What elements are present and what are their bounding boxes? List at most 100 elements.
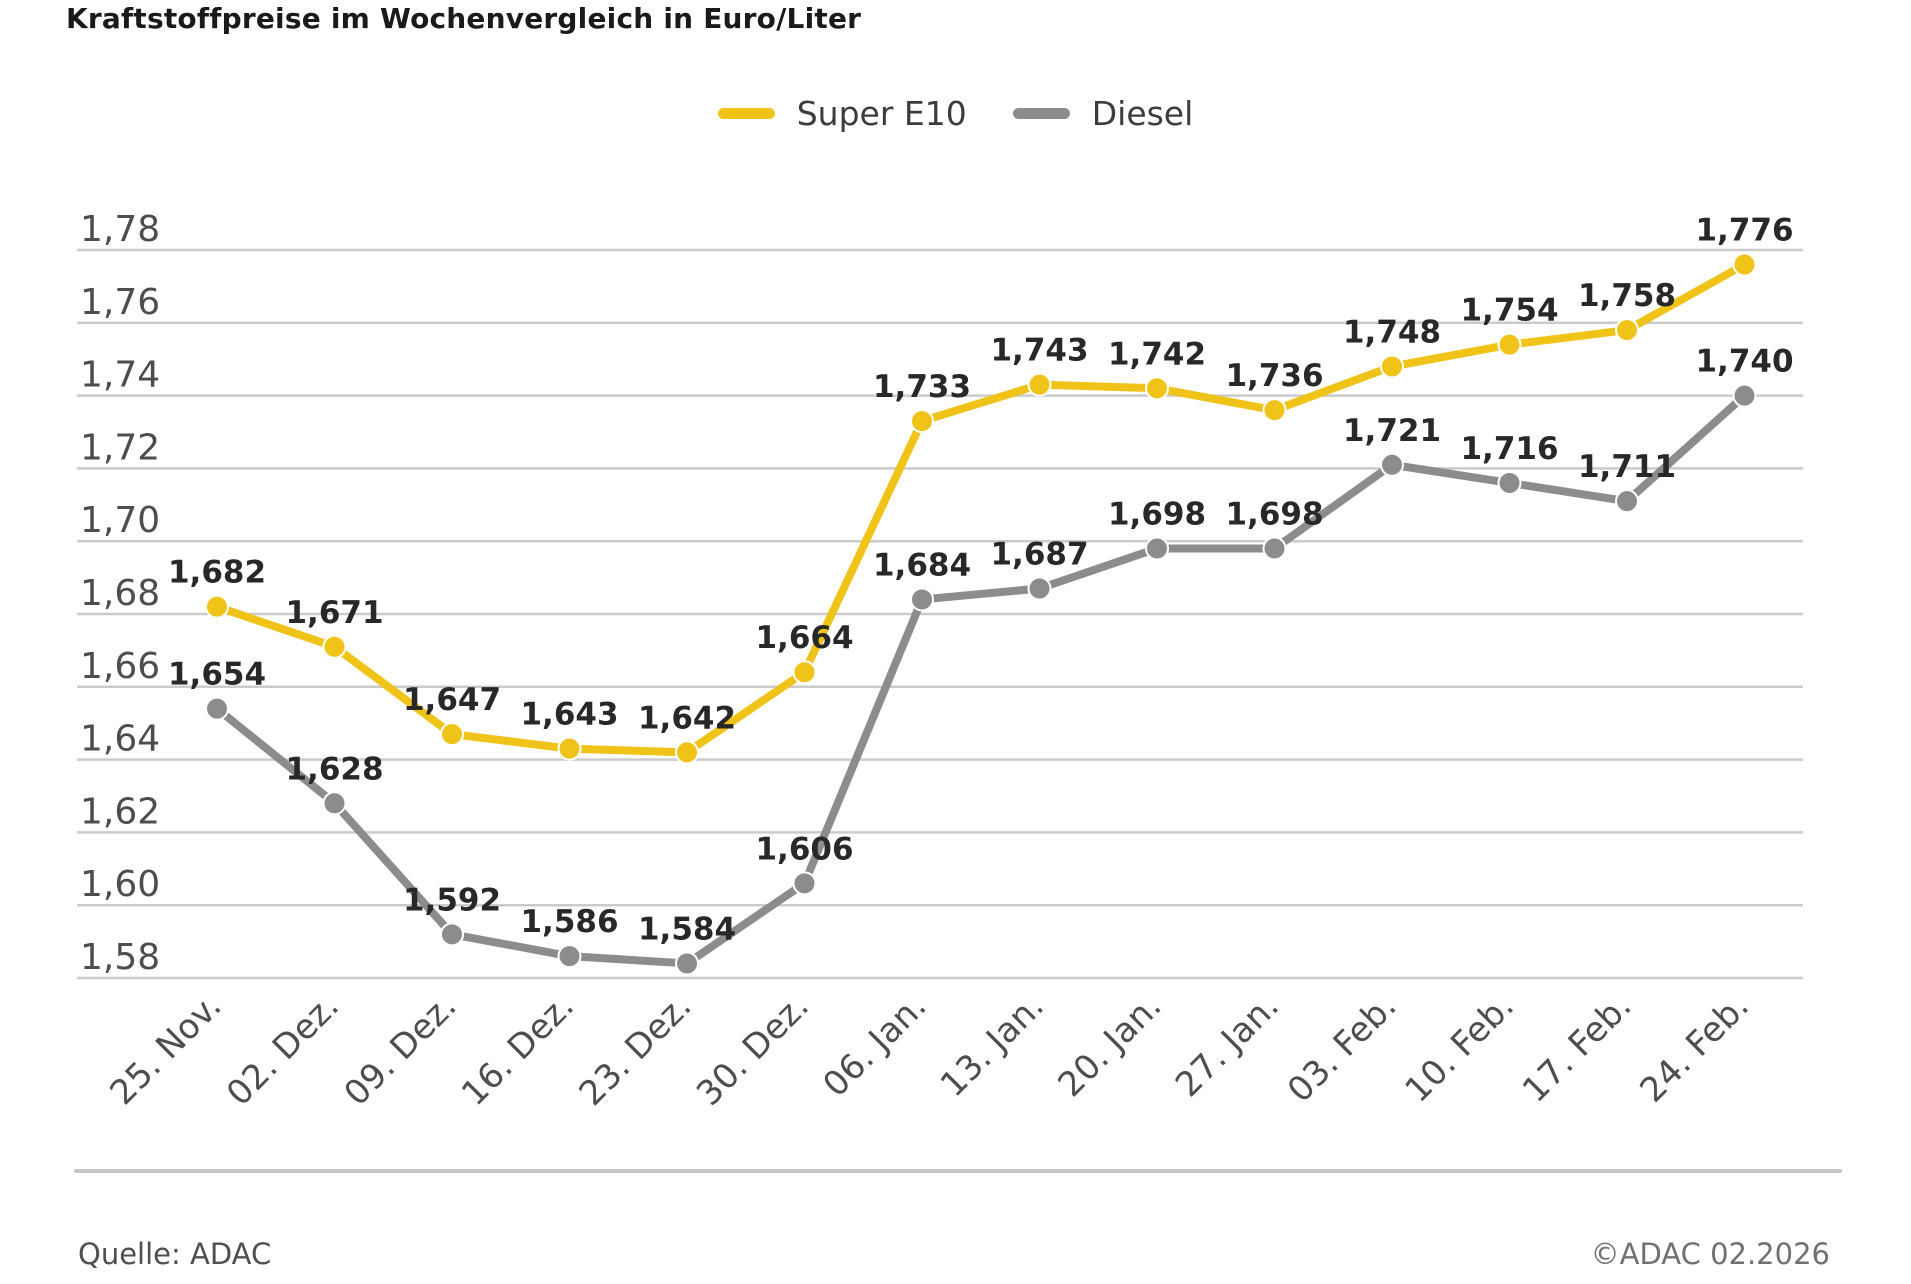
data-point-label: 1,628 xyxy=(285,751,383,787)
data-point-label: 1,711 xyxy=(1578,449,1676,485)
footer-divider xyxy=(74,1169,1842,1173)
legend-label-diesel: Diesel xyxy=(1091,94,1194,133)
data-point-marker xyxy=(1145,376,1169,401)
data-point-label: 1,664 xyxy=(755,620,853,656)
data-point-label: 1,742 xyxy=(1108,336,1206,372)
data-point-marker xyxy=(1380,452,1404,477)
data-point-marker xyxy=(557,944,582,969)
data-point-marker xyxy=(1380,354,1404,379)
x-tick-label: 17. Feb. xyxy=(1515,986,1639,1110)
legend-label-super-e10: Super E10 xyxy=(796,94,967,133)
y-tick-label: 1,70 xyxy=(80,500,160,541)
y-tick-label: 1,68 xyxy=(80,573,160,614)
y-tick-label: 1,58 xyxy=(80,937,160,978)
data-point-label: 1,584 xyxy=(638,911,736,947)
x-tick-label: 30. Dez. xyxy=(689,986,817,1114)
x-tick-label: 13. Jan. xyxy=(933,986,1052,1105)
legend-item-diesel: Diesel xyxy=(1012,94,1194,133)
data-point-marker xyxy=(1615,489,1639,514)
series-line xyxy=(213,260,1749,757)
y-axis-tick-labels: 1,78 1,76 1,74 1,72 1,70 1,68 1,66 1,64 1,62 1,60… xyxy=(80,209,160,978)
copyright-note: ©ADAC 02.2026 xyxy=(1590,1237,1830,1271)
data-point-label: 1,682 xyxy=(168,555,266,591)
data-point-marker xyxy=(1615,318,1639,343)
data-point-label: 1,687 xyxy=(990,537,1088,573)
page-title: Kraftstoffpreise im Wochenvergleich in E… xyxy=(66,2,862,35)
y-tick-label: 1,72 xyxy=(80,427,160,468)
data-point-label: 1,586 xyxy=(520,904,618,940)
y-tick-label: 1,78 xyxy=(80,209,160,250)
data-point-label: 1,698 xyxy=(1108,496,1206,532)
y-tick-label: 1,62 xyxy=(80,791,160,832)
y-tick-label: 1,64 xyxy=(80,719,160,760)
data-point-marker xyxy=(1262,398,1287,423)
data-point-marker xyxy=(1027,372,1052,397)
data-point-marker xyxy=(910,587,934,612)
x-tick-label: 27. Jan. xyxy=(1168,986,1287,1105)
data-point-label: 1,743 xyxy=(990,333,1088,369)
data-point-marker xyxy=(1145,536,1169,561)
data-point-label: 1,736 xyxy=(1225,358,1323,394)
x-tick-label: 24. Feb. xyxy=(1632,986,1756,1110)
data-point-label: 1,721 xyxy=(1343,413,1441,449)
x-tick-label: 10. Feb. xyxy=(1397,986,1521,1110)
data-point-marker xyxy=(1732,252,1757,277)
x-tick-label: 03. Feb. xyxy=(1280,986,1404,1110)
data-point-marker xyxy=(792,660,817,685)
data-point-marker xyxy=(440,722,464,747)
data-point-marker xyxy=(1262,536,1287,561)
x-tick-label: 02. Dez. xyxy=(219,986,347,1114)
data-point-label: 1,643 xyxy=(520,697,618,733)
x-tick-label: 20. Jan. xyxy=(1050,986,1169,1105)
data-point-label: 1,758 xyxy=(1578,278,1676,314)
data-point-marker xyxy=(1732,383,1757,408)
y-tick-label: 1,66 xyxy=(80,646,160,687)
x-tick-label: 09. Dez. xyxy=(337,986,465,1114)
x-tick-label: 23. Dez. xyxy=(572,986,700,1114)
data-point-marker xyxy=(440,922,464,947)
data-point-marker xyxy=(557,736,582,761)
data-point-marker xyxy=(1027,576,1052,601)
y-tick-label: 1,60 xyxy=(80,864,160,905)
data-point-marker xyxy=(792,871,817,896)
series-line xyxy=(213,391,1749,968)
x-tick-label: 06. Jan. xyxy=(815,986,934,1105)
x-axis-tick-labels: 25. Nov.02. Dez.09. Dez.16. Dez.23. Dez.… xyxy=(103,986,1757,1114)
data-point-label: 1,740 xyxy=(1695,344,1793,380)
data-point-marker xyxy=(675,951,699,976)
data-point-label: 1,754 xyxy=(1460,293,1558,329)
data-point-label: 1,776 xyxy=(1695,213,1793,249)
y-grid xyxy=(77,248,1803,980)
series-diesel: 1,654 1,628 1,592 1,586 1,584 1,606 1,684 1,687… xyxy=(168,344,1794,976)
data-point-label: 1,748 xyxy=(1343,314,1441,350)
data-point-label: 1,654 xyxy=(168,657,266,693)
diesel-line-swatch-icon xyxy=(1012,108,1070,119)
data-point-label: 1,671 xyxy=(285,595,383,631)
data-point-label: 1,592 xyxy=(403,882,501,918)
data-point-marker xyxy=(322,791,347,816)
data-point-label: 1,642 xyxy=(638,700,736,736)
y-tick-label: 1,74 xyxy=(80,355,160,396)
data-point-marker xyxy=(910,409,934,434)
legend-item-super-e10: Super E10 xyxy=(717,94,967,133)
y-tick-label: 1,76 xyxy=(80,282,160,323)
super-e10-line-swatch-icon xyxy=(717,108,775,119)
data-point-marker xyxy=(1497,332,1522,357)
data-point-label: 1,733 xyxy=(873,369,971,405)
data-point-label: 1,698 xyxy=(1225,496,1323,532)
data-point-marker xyxy=(205,594,229,619)
data-point-marker xyxy=(205,696,229,721)
chart-legend: Super E10 Diesel xyxy=(0,94,1911,133)
series-super-e10: 1,682 1,671 1,647 1,643 1,642 1,664 1,733 1,743… xyxy=(168,213,1794,765)
x-tick-label: 25. Nov. xyxy=(103,986,230,1113)
data-point-label: 1,684 xyxy=(873,547,971,583)
data-point-marker xyxy=(322,634,347,659)
data-point-label: 1,647 xyxy=(403,682,501,718)
data-point-label: 1,606 xyxy=(755,831,853,867)
source-note: Quelle: ADAC xyxy=(78,1237,272,1271)
data-point-label: 1,716 xyxy=(1460,431,1558,467)
data-point-marker xyxy=(1497,470,1522,495)
data-point-marker xyxy=(675,740,699,765)
